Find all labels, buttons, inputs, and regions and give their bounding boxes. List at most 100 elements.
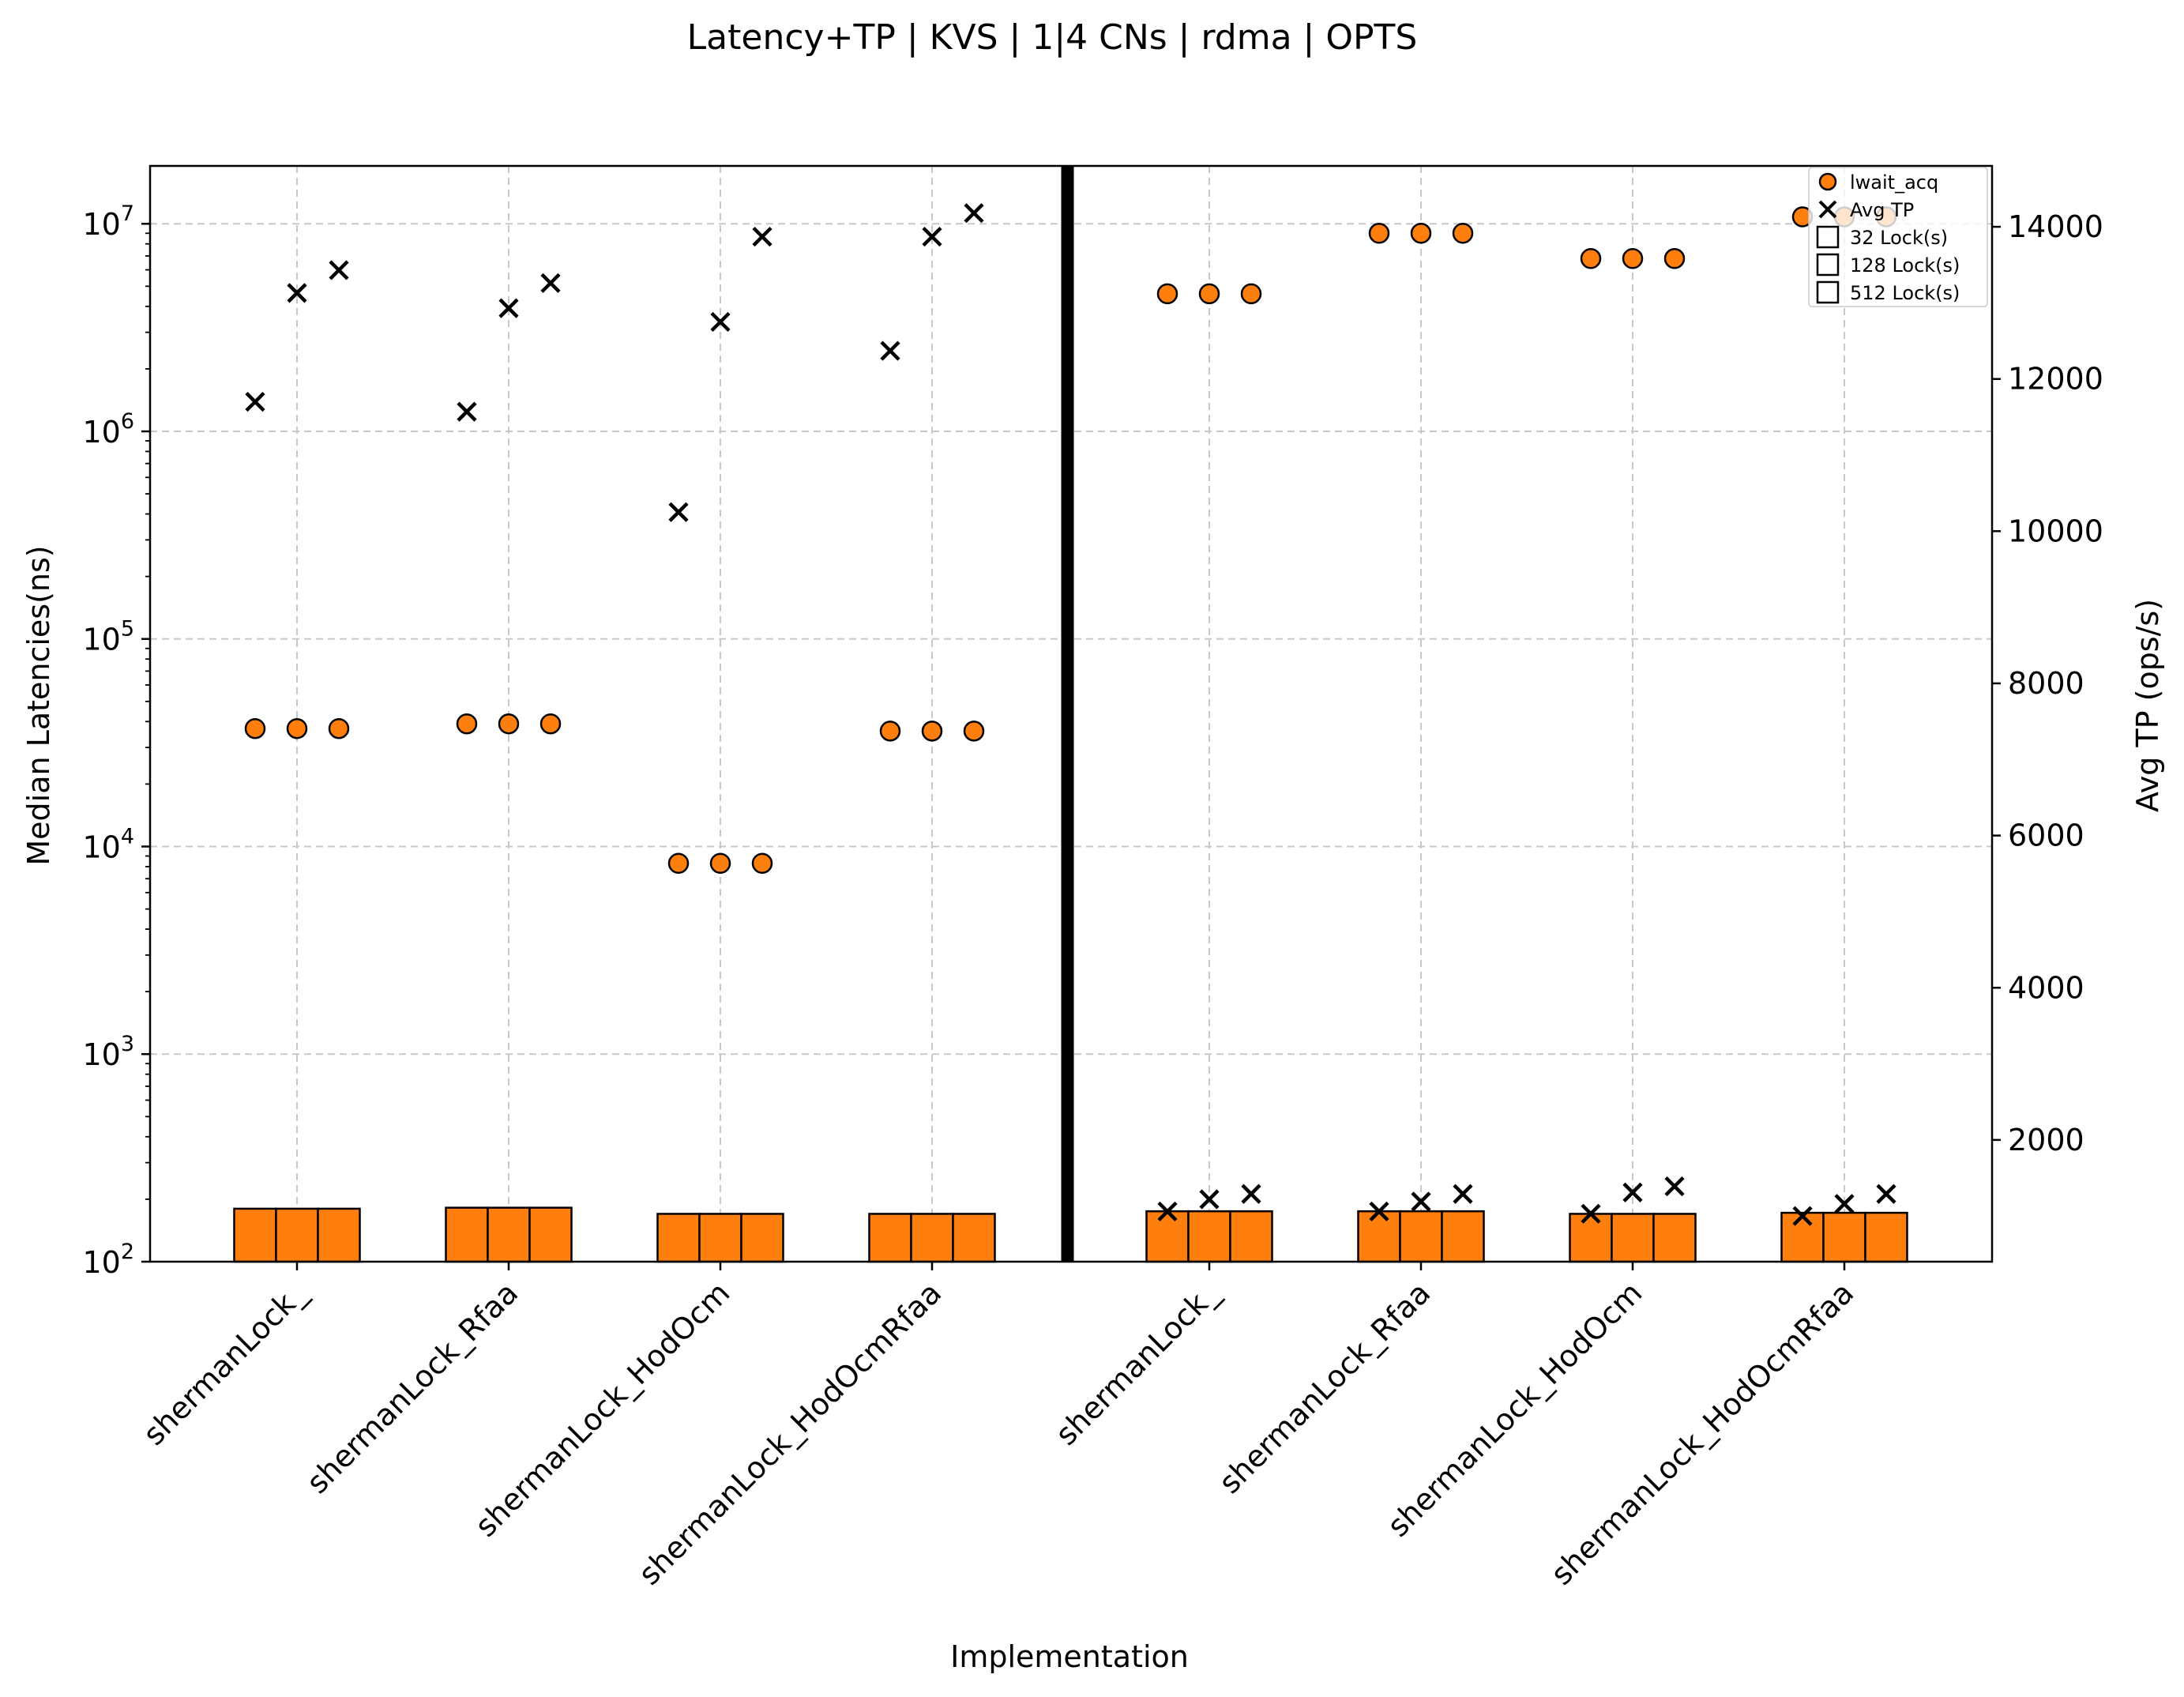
avg-tp-point bbox=[710, 311, 731, 333]
y-axis-label: Median Latencies(ns) bbox=[21, 545, 56, 865]
lwait-acq-point bbox=[456, 713, 478, 735]
latency-bar bbox=[1569, 1213, 1613, 1263]
lwait-acq-point bbox=[1663, 248, 1686, 269]
lwait-acq-point bbox=[1452, 223, 1474, 244]
avg-tp-point bbox=[1453, 1183, 1473, 1204]
avg-tp-point bbox=[287, 283, 307, 303]
latency-bar bbox=[656, 1213, 701, 1263]
lwait-acq-point bbox=[539, 713, 562, 735]
latency-bar bbox=[1187, 1210, 1231, 1263]
avg-tp-point bbox=[540, 273, 561, 293]
avg-tp-point bbox=[1792, 1206, 1813, 1226]
y2-tick-label: 14000 bbox=[2008, 209, 2103, 244]
latency-bar bbox=[317, 1207, 361, 1263]
y2-tick-label: 12000 bbox=[2008, 362, 2103, 397]
lwait-acq-point bbox=[879, 721, 901, 742]
lwait-acq-point bbox=[1622, 248, 1644, 269]
lwait-acq-point bbox=[751, 852, 773, 875]
legend-label: lwait_acq bbox=[1850, 171, 1938, 194]
y-tick-label: 105 bbox=[82, 617, 134, 657]
lwait-acq-point bbox=[963, 721, 985, 742]
y-tick-label: 107 bbox=[82, 201, 134, 242]
lwait-acq-point bbox=[709, 852, 731, 875]
y2-axis-label: Avg TP (ops/s) bbox=[2130, 599, 2165, 812]
avg-tp-point bbox=[1622, 1182, 1643, 1202]
latency-bar bbox=[487, 1206, 531, 1263]
y2-tick-label: 4000 bbox=[2008, 970, 2084, 1005]
y2-tick-label: 10000 bbox=[2008, 514, 2103, 548]
grid-layer bbox=[150, 166, 1992, 1262]
legend-marker-lwait-acq bbox=[1818, 172, 1837, 191]
y2-tick-label: 2000 bbox=[2008, 1123, 2084, 1157]
latency-bar bbox=[528, 1206, 573, 1263]
avg-tp-point bbox=[1876, 1183, 1896, 1204]
latency-bar bbox=[1399, 1210, 1443, 1263]
marker-layer bbox=[244, 203, 1897, 1226]
lwait-acq-point bbox=[244, 717, 266, 739]
y-tick-label: 104 bbox=[82, 824, 134, 864]
legend-label: 128 Lock(s) bbox=[1850, 254, 1960, 277]
y2-tick-label: 6000 bbox=[2008, 818, 2084, 853]
lwait-acq-point bbox=[1198, 283, 1220, 305]
y-tick-label: 106 bbox=[82, 409, 134, 450]
latency-bar bbox=[1357, 1210, 1401, 1263]
latency-bar bbox=[233, 1207, 277, 1263]
latency-bar bbox=[910, 1213, 954, 1263]
avg-tp-point bbox=[1834, 1194, 1855, 1214]
avg-tp-point bbox=[1369, 1201, 1389, 1222]
x-tick-label: shermanLock_Rfaa bbox=[300, 1275, 525, 1500]
plot-frame bbox=[148, 164, 1994, 1263]
lwait-acq-point bbox=[1368, 223, 1390, 244]
lwait-acq-point bbox=[286, 717, 308, 739]
avg-tp-point bbox=[1199, 1189, 1220, 1210]
avg-tp-point bbox=[964, 203, 984, 224]
y2-tick-label: 8000 bbox=[2008, 666, 2084, 701]
avg-tp-point bbox=[1411, 1191, 1431, 1212]
legend-label: Avg TP bbox=[1850, 199, 1914, 221]
avg-tp-point bbox=[1581, 1203, 1601, 1224]
latency-bar bbox=[1145, 1210, 1190, 1263]
x-tick-label: shermanLock_ bbox=[137, 1275, 314, 1452]
bar-layer bbox=[233, 1206, 1908, 1263]
legend-label: 512 Lock(s) bbox=[1850, 282, 1960, 304]
legend-marker-lock bbox=[1816, 253, 1840, 277]
latency-bar bbox=[1780, 1211, 1825, 1263]
latency-bar bbox=[1229, 1210, 1273, 1263]
lwait-acq-point bbox=[1156, 283, 1178, 305]
latency-bar bbox=[698, 1213, 742, 1263]
lwait-acq-point bbox=[498, 713, 520, 735]
latency-bar bbox=[952, 1213, 996, 1263]
legend-marker-lock bbox=[1816, 225, 1840, 249]
latency-bar bbox=[1441, 1210, 1485, 1263]
legend: lwait_acq Avg TP 32 Lock(s) 128 Lock(s) 512 … bbox=[1808, 167, 1988, 307]
latency-bar bbox=[275, 1207, 319, 1263]
latency-bar bbox=[1611, 1213, 1655, 1263]
avg-tp-point bbox=[668, 502, 689, 522]
legend-label: 32 Lock(s) bbox=[1850, 227, 1948, 249]
legend-marker-lock bbox=[1816, 280, 1840, 304]
avg-tp-point bbox=[922, 226, 942, 247]
avg-tp-point bbox=[1241, 1183, 1261, 1204]
latency-bar bbox=[868, 1213, 912, 1263]
y-tick-label: 102 bbox=[82, 1240, 134, 1280]
lwait-acq-point bbox=[667, 852, 690, 875]
legend-box bbox=[1808, 167, 1988, 307]
x-tick-label: shermanLock_Rfaa bbox=[1212, 1275, 1438, 1500]
avg-tp-point bbox=[1157, 1201, 1178, 1222]
avg-tp-point bbox=[457, 401, 477, 422]
avg-tp-point bbox=[752, 226, 772, 247]
latency-bar bbox=[1822, 1211, 1866, 1263]
y-tick-label: 103 bbox=[82, 1032, 134, 1072]
lwait-acq-point bbox=[1240, 283, 1262, 305]
lwait-acq-point bbox=[328, 717, 350, 739]
lwait-acq-point bbox=[1580, 248, 1602, 269]
avg-tp-point bbox=[498, 298, 519, 318]
latency-bar bbox=[740, 1213, 784, 1263]
avg-tp-point bbox=[1664, 1176, 1685, 1197]
avg-tp-point bbox=[245, 391, 265, 412]
avg-tp-point bbox=[329, 260, 349, 280]
latency-bar bbox=[445, 1206, 489, 1263]
x-tick-label: shermanLock_ bbox=[1049, 1275, 1226, 1452]
lwait-acq-point bbox=[1410, 223, 1432, 244]
